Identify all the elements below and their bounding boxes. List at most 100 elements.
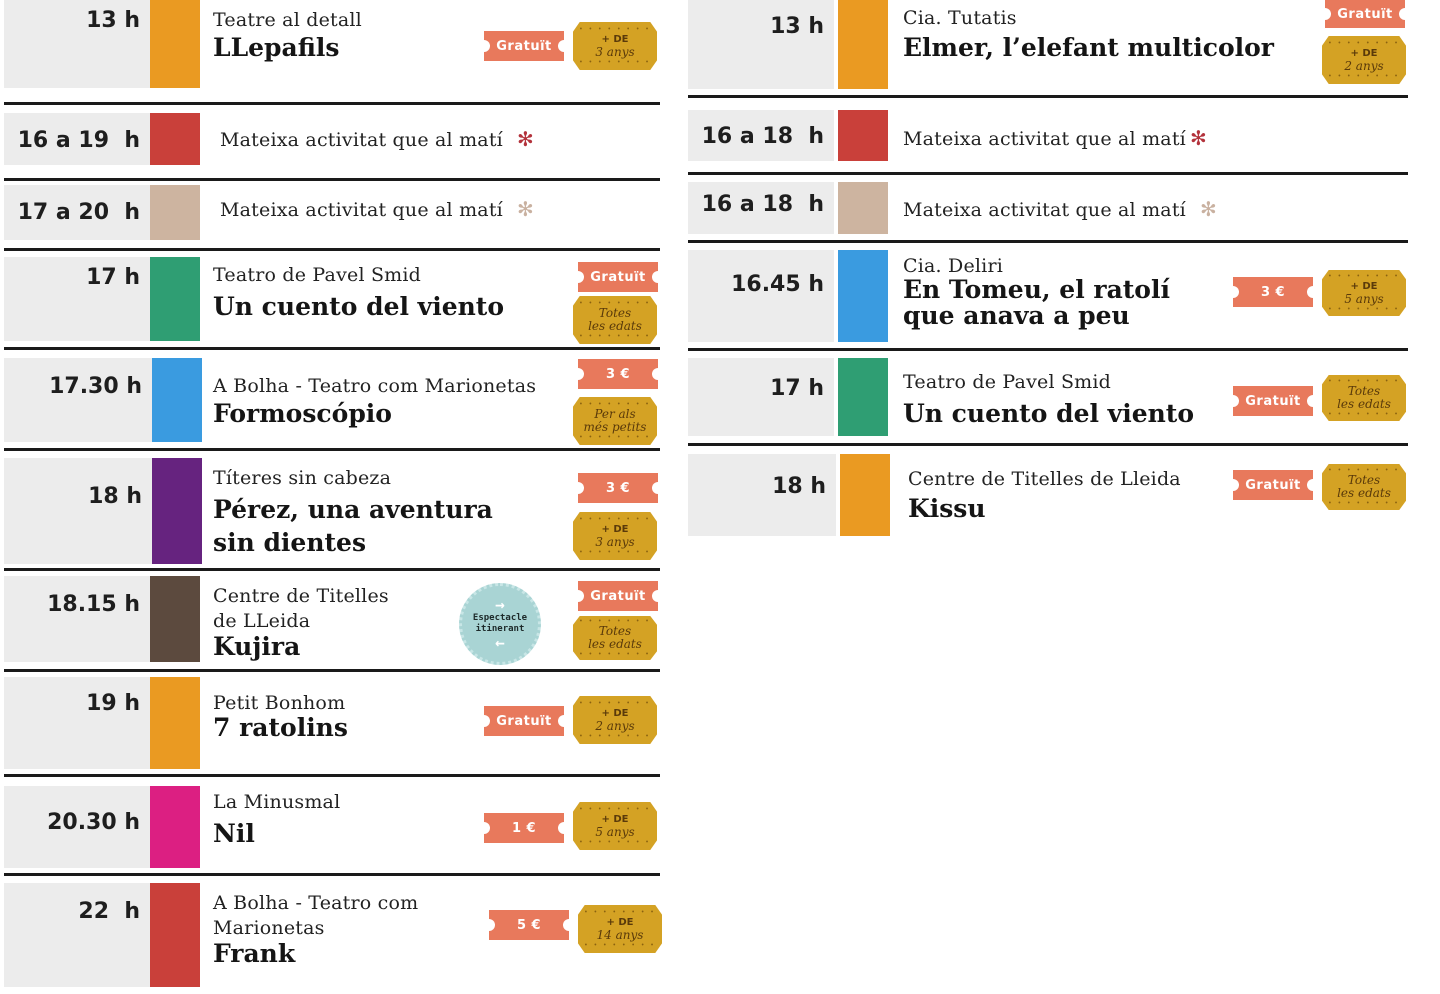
event-text: Teatre al detall LLepafils	[213, 8, 362, 62]
badge-line-1: Espectacle	[472, 613, 528, 623]
age-ticket: • • • • • • • • Totes les edats • • • • …	[573, 296, 657, 344]
asterisk-icon: ✻	[1199, 197, 1217, 221]
ticket-dots: • • • • • • • •	[579, 516, 651, 523]
event-text: A Bolha - Teatro com Marionetas Frank	[213, 891, 418, 967]
time-box: 18 h	[688, 454, 836, 536]
time-label: 16.45 h	[731, 272, 824, 297]
time-box: 20.30 h	[4, 786, 150, 868]
event-text: Petit Bonhom 7 ratolins	[213, 691, 348, 740]
time-box: 19 h	[4, 677, 150, 769]
event-text: Teatro de Pavel Smid Un cuento del vient…	[213, 263, 504, 321]
schedule-row: 18 h Títeres sin cabeza Pérez, una avent…	[4, 458, 660, 564]
time-label: 16 a 19 h	[17, 128, 140, 153]
age-ticket: • • • • • • • • Totes les edats • • • • …	[573, 616, 657, 660]
badge-line-2: itinerant	[475, 624, 525, 634]
row-divider	[4, 248, 660, 251]
row-divider	[688, 348, 1408, 351]
event-title: Un cuento del viento	[903, 399, 1195, 428]
age-line-1: + DE	[601, 708, 629, 719]
age-line-1: + DE	[601, 524, 629, 535]
row-divider	[688, 95, 1408, 98]
time-label: 20.30 h	[47, 810, 140, 835]
ticket-dots: • • • • • • • •	[579, 59, 651, 66]
age-line-1: + DE	[606, 917, 634, 928]
event-title: 7 ratolins	[213, 713, 348, 742]
event-text: Mateixa activitat que al matí ✻	[903, 126, 1207, 150]
row-divider	[4, 774, 660, 777]
event-text: Centre de Titelles de LLeida Kujira	[213, 584, 389, 660]
color-swatch	[838, 0, 888, 89]
event-text: Mateixa activitat que al matí ✻	[220, 197, 534, 221]
age-line-1: Totes	[598, 624, 632, 638]
row-divider	[688, 443, 1408, 446]
time-label: 18 h	[772, 474, 826, 499]
price-ticket: Gratuït	[578, 581, 658, 611]
time-label: 16 a 18 h	[701, 192, 824, 217]
company-name: Teatro de Pavel Smid	[213, 264, 422, 286]
event-text: Mateixa activitat que al matí ✻	[903, 197, 1217, 221]
event-title-line-1: En Tomeu, el ratolí	[903, 275, 1170, 304]
ticket-dots: • • • • • • • •	[1328, 411, 1400, 418]
event-title: Formoscópio	[213, 399, 392, 428]
color-swatch	[838, 110, 888, 161]
row-divider	[4, 102, 660, 105]
color-swatch	[152, 458, 202, 564]
company-name: Teatre al detall	[213, 9, 362, 31]
schedule-row: 13 h Teatre al detall LLepafils Gratuït …	[4, 0, 660, 88]
company-name: Teatro de Pavel Smid	[903, 371, 1112, 393]
row-divider	[4, 178, 660, 181]
schedule-row: 22 h A Bolha - Teatro com Marionetas Fra…	[4, 883, 662, 987]
asterisk-icon: ✻	[516, 197, 534, 221]
age-ticket: • • • • • • • • + DE 5 anys • • • • • • …	[1322, 270, 1406, 316]
time-box: 17 h	[4, 257, 150, 341]
time-label: 18 h	[88, 484, 142, 509]
event-text: Títeres sin cabeza Pérez, una aventura s…	[213, 466, 493, 559]
ticket-dots: • • • • • • • •	[1328, 306, 1400, 313]
age-line-2: 5 anys	[595, 825, 635, 839]
color-swatch	[152, 358, 202, 442]
color-swatch	[150, 576, 200, 662]
ticket-dots: • • • • • • • •	[579, 839, 651, 846]
company-name: La Minusmal	[213, 791, 341, 813]
schedule-row: 17 h Teatro de Pavel Smid Un cuento del …	[688, 358, 1408, 436]
ticket-dots: • • • • • • • •	[579, 651, 651, 658]
schedule-row: 16 a 18 h Mateixa activitat que al matí ✻	[688, 182, 1408, 234]
age-line-2: 3 anys	[595, 45, 635, 59]
ticket-dots: • • • • • • • •	[579, 806, 651, 813]
row-divider	[4, 873, 660, 876]
event-title: Kujira	[213, 632, 301, 661]
time-label: 16 a 18 h	[701, 124, 824, 149]
age-ticket: • • • • • • • • + DE 3 anys • • • • • • …	[573, 512, 657, 560]
age-line-1: + DE	[1350, 281, 1378, 292]
price-ticket: 3 €	[1233, 277, 1313, 307]
itinerant-show-badge: → Espectacle itinerant ←	[459, 583, 541, 665]
age-line-2: 2 anys	[1344, 59, 1384, 73]
time-box: 18 h	[4, 458, 152, 564]
schedule-row: 16.45 h Cia. Deliri En Tomeu, el ratolí …	[688, 250, 1408, 342]
time-box: 16.45 h	[688, 250, 834, 342]
row-divider	[688, 240, 1408, 243]
event-text: Centre de Titelles de Lleida Kissu	[908, 467, 1181, 523]
age-ticket: • • • • • • • • Per als més petits • • •…	[573, 397, 657, 445]
asterisk-icon: ✻	[1189, 126, 1207, 150]
color-swatch	[840, 454, 890, 536]
age-line-1: Per als	[594, 407, 636, 421]
ticket-dots: • • • • • • • •	[579, 26, 651, 33]
age-ticket: • • • • • • • • Totes les edats • • • • …	[1322, 464, 1406, 510]
event-title: LLepafils	[213, 33, 340, 62]
age-ticket: • • • • • • • • + DE 5 anys • • • • • • …	[573, 802, 657, 850]
age-line-1: + DE	[601, 34, 629, 45]
company-name-line-2: de LLeida	[213, 610, 311, 632]
event-text: La Minusmal Nil	[213, 790, 340, 848]
price-ticket: Gratuït	[484, 31, 564, 61]
time-label: 17 h	[770, 376, 824, 401]
time-box: 17 h	[688, 358, 834, 436]
age-line-1: + DE	[1350, 48, 1378, 59]
color-swatch	[838, 250, 888, 342]
price-ticket: Gratuït	[1233, 386, 1313, 416]
price-ticket: Gratuït	[484, 706, 564, 736]
row-divider	[4, 448, 660, 451]
company-name: Petit Bonhom	[213, 692, 346, 714]
price-ticket: 3 €	[578, 473, 658, 503]
time-box: 13 h	[688, 0, 834, 89]
